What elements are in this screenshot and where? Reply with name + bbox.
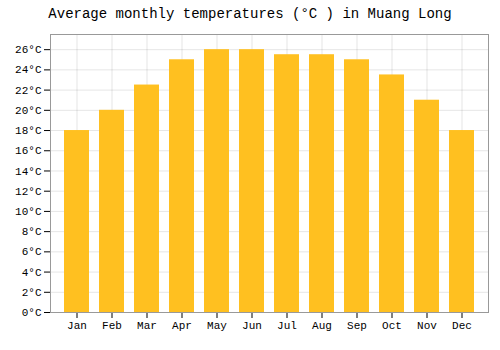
svg-text:10°C: 10°C [15,206,42,218]
svg-text:2°C: 2°C [22,287,42,299]
svg-text:Nov: Nov [417,320,437,332]
svg-text:Jan: Jan [67,320,87,332]
svg-text:20°C: 20°C [15,105,42,117]
svg-text:16°C: 16°C [15,145,42,157]
svg-text:12°C: 12°C [15,186,42,198]
svg-text:Sep: Sep [347,320,367,332]
svg-text:8°C: 8°C [22,226,42,238]
html-text:Average monthly temperatures (: Average monthly temperatures (°C ) in Mu… [48,6,452,22]
svg-text:Dec: Dec [452,320,472,332]
svg-text:Jun: Jun [242,320,262,332]
svg-text:4°C: 4°C [22,267,42,279]
svg-text:26°C: 26°C [15,44,42,56]
svg-text:0°C: 0°C [22,307,42,319]
svg-text:14°C: 14°C [15,165,42,177]
svg-text:Mar: Mar [137,320,157,332]
svg-text:Apr: Apr [172,320,192,332]
svg-text:24°C: 24°C [15,64,42,76]
svg-text:Feb: Feb [102,320,122,332]
svg-text:22°C: 22°C [15,85,42,97]
svg-text:Oct: Oct [382,320,402,332]
svg-text:Aug: Aug [312,320,332,332]
svg-text:Jul: Jul [277,320,297,332]
svg-text:May: May [207,320,227,332]
svg-text:18°C: 18°C [15,125,42,137]
svg-text:6°C: 6°C [22,246,42,258]
